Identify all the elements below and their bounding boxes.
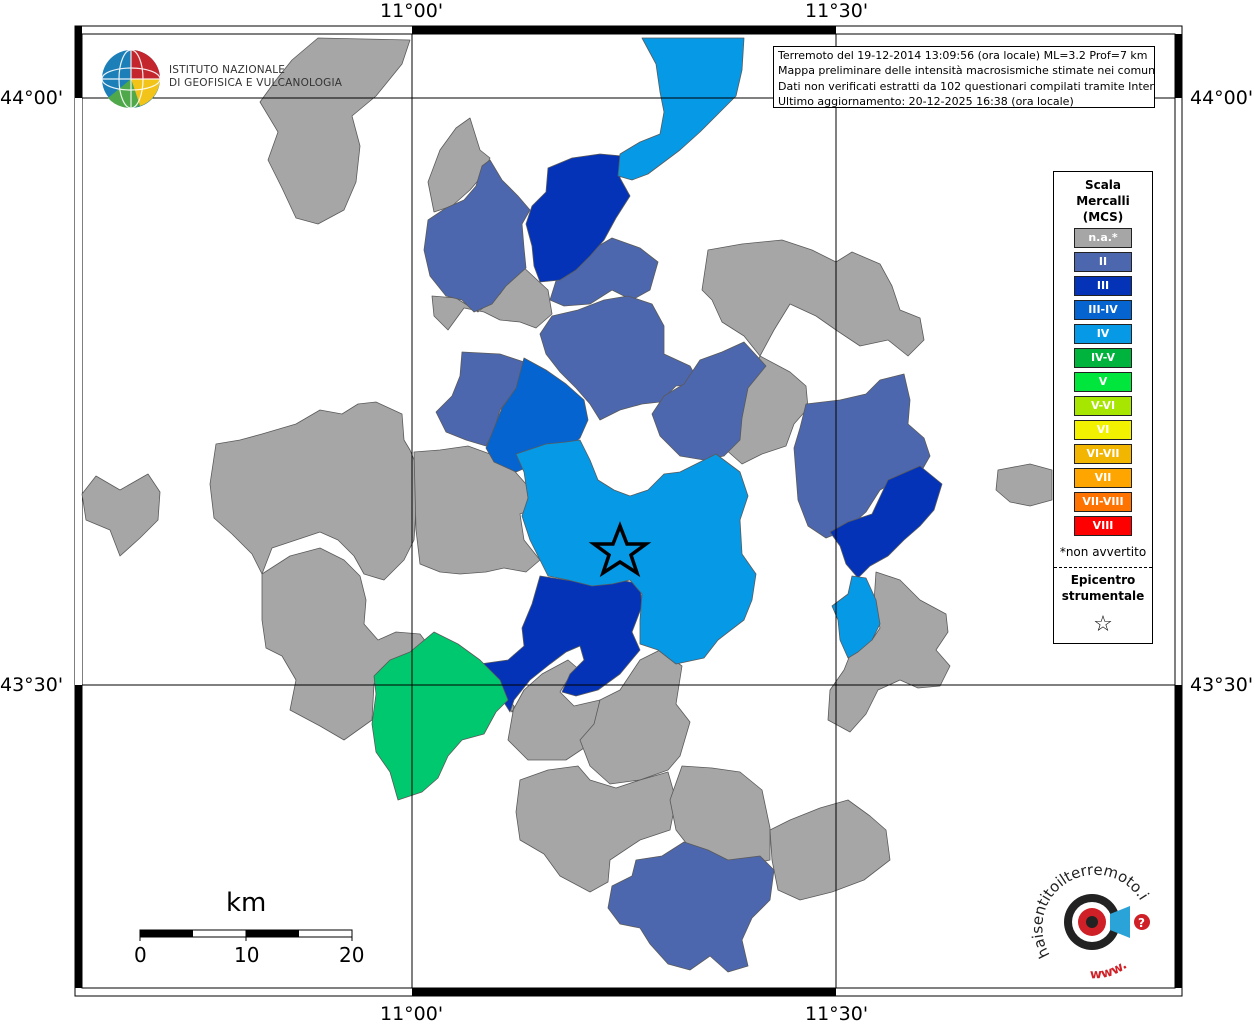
legend-epicentre: Epicentro strumentale: [1054, 572, 1152, 604]
comune-III: [479, 575, 643, 713]
lon-label-bottom-left: 11°00': [380, 1003, 444, 1025]
scale-title: km: [226, 888, 267, 918]
legend-item: n.a.*: [1074, 228, 1132, 248]
legend-star-icon: ☆: [1093, 612, 1113, 637]
lat-label-left-top: 44°00': [0, 87, 64, 109]
comune-II: [423, 159, 531, 313]
mcs-legend: Scala Mercalli (MCS) n.a.* II III III-IV IV I…: [1053, 171, 1153, 644]
lon-label-top-left: 11°00': [380, 0, 444, 22]
lat-label-right-top: 44°00': [1190, 87, 1254, 109]
legend-epicentre-1: Epicentro: [1070, 573, 1136, 587]
legend-item: V-VI: [1074, 396, 1132, 416]
lon-label-top-right: 11°30': [805, 0, 869, 22]
comune-IV: [617, 37, 745, 181]
info-line-1: Terremoto del 19-12-2014 13:09:56 (ora l…: [778, 49, 1148, 62]
legend-item: III-IV: [1074, 300, 1132, 320]
comune-II: [651, 341, 767, 461]
info-line-2: Mappa preliminare delle intensità macros…: [778, 64, 1155, 78]
legend-note: *non avvertito: [1059, 545, 1147, 559]
legend-separator: [1054, 567, 1152, 568]
legend-item: VII: [1074, 468, 1132, 488]
comune-na: [413, 445, 541, 575]
comune-IV: [831, 575, 881, 659]
municipality-polygons: [81, 37, 1053, 973]
legend-title-2: Mercalli: [1076, 194, 1130, 208]
scale-label-20: 20: [339, 943, 365, 967]
scale-label-0: 0: [134, 943, 147, 967]
legend-title: Scala Mercalli (MCS): [1054, 177, 1152, 225]
epicentre-star: [588, 521, 652, 578]
comune-III: [525, 153, 631, 283]
legend-epicentre-2: strumentale: [1061, 589, 1145, 603]
legend-item: VIII: [1074, 516, 1132, 536]
ingv-name-line1: ISTITUTO NAZIONALE: [169, 64, 286, 76]
info-line-3: Dati non verificati estratti da 102 ques…: [778, 79, 1155, 93]
event-info-box: Terremoto del 19-12-2014 13:09:56 (ora l…: [773, 46, 1155, 108]
comune-IV-V: [371, 631, 509, 801]
lon-label-bottom-right: 11°30': [805, 1003, 869, 1025]
legend-item: IV: [1074, 324, 1132, 344]
scale-label-10: 10: [234, 943, 260, 967]
lat-label-right-bottom: 43°30': [1190, 674, 1254, 696]
haisentito-www: www.: [1090, 958, 1130, 983]
comune-na: [479, 659, 601, 761]
ingv-name-line2: DI GEOFISICA E VULCANOLOGIA: [169, 77, 343, 89]
comune-na: [81, 473, 161, 557]
comune-na: [995, 463, 1053, 507]
legend-item: IV-V: [1074, 348, 1132, 368]
legend-item: VI: [1074, 420, 1132, 440]
comune-II: [607, 841, 775, 973]
comune-na: [209, 401, 421, 581]
comune-III: [829, 465, 943, 579]
ingv-globe-icon: [101, 49, 161, 109]
lat-label-left-bottom: 43°30': [0, 674, 64, 696]
ingv-name: ISTITUTO NAZIONALE DI GEOFISICA E VULCAN…: [169, 64, 342, 90]
comune-na: [515, 765, 677, 893]
comune-na: [769, 799, 891, 901]
comune-na: [259, 37, 411, 225]
legend-item: VI-VII: [1074, 444, 1132, 464]
legend-title-1: Scala: [1084, 178, 1122, 192]
scale-bar: [139, 929, 353, 941]
svg-text:?: ?: [1138, 916, 1145, 930]
legend-item: III: [1074, 276, 1132, 296]
svg-text:www.: www.: [1090, 958, 1130, 983]
legend-item: V: [1074, 372, 1132, 392]
legend-item: II: [1074, 252, 1132, 272]
comune-II: [549, 237, 659, 307]
haisentito-logo: haisentitoilterremoto.it www. ?: [1030, 860, 1153, 983]
comune-na: [701, 239, 925, 357]
info-line-4: Ultimo aggiornamento: 20-12-2025 16:38 (…: [778, 95, 1074, 108]
comune-na: [579, 649, 691, 785]
legend-title-3: (MCS): [1082, 210, 1124, 224]
legend-item: VII-VIII: [1074, 492, 1132, 512]
